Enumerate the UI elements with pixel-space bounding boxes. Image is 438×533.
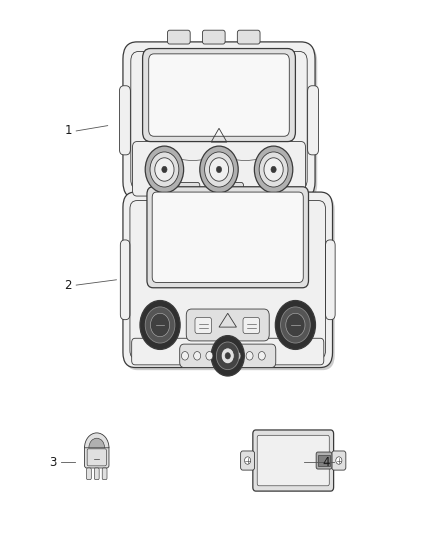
FancyBboxPatch shape [223, 182, 244, 194]
Circle shape [264, 158, 283, 181]
Circle shape [211, 336, 244, 376]
FancyBboxPatch shape [240, 451, 254, 470]
Circle shape [254, 146, 293, 193]
Circle shape [244, 457, 251, 464]
Circle shape [150, 152, 179, 187]
Circle shape [259, 152, 288, 187]
FancyBboxPatch shape [307, 86, 318, 155]
FancyBboxPatch shape [133, 142, 305, 196]
Circle shape [155, 158, 174, 181]
Text: 4: 4 [322, 456, 330, 469]
Circle shape [336, 457, 342, 464]
FancyBboxPatch shape [120, 240, 130, 320]
Circle shape [145, 307, 175, 343]
Text: 2: 2 [65, 279, 72, 292]
Circle shape [200, 146, 238, 193]
FancyBboxPatch shape [123, 42, 315, 199]
FancyBboxPatch shape [152, 192, 303, 282]
FancyBboxPatch shape [257, 435, 329, 486]
Wedge shape [85, 433, 109, 448]
FancyBboxPatch shape [102, 468, 107, 480]
Circle shape [194, 352, 201, 360]
FancyBboxPatch shape [318, 455, 330, 466]
FancyBboxPatch shape [186, 309, 269, 341]
Wedge shape [89, 438, 105, 448]
FancyBboxPatch shape [316, 452, 332, 469]
Circle shape [286, 313, 305, 337]
FancyBboxPatch shape [123, 192, 332, 368]
Circle shape [206, 352, 213, 360]
FancyBboxPatch shape [179, 182, 200, 194]
FancyBboxPatch shape [143, 49, 295, 142]
Circle shape [258, 352, 265, 360]
Circle shape [281, 307, 310, 343]
FancyBboxPatch shape [180, 344, 223, 368]
FancyBboxPatch shape [237, 30, 260, 44]
FancyBboxPatch shape [147, 187, 308, 288]
Circle shape [145, 146, 184, 193]
Text: 3: 3 [49, 456, 57, 469]
Circle shape [209, 158, 229, 181]
Circle shape [246, 352, 253, 360]
FancyBboxPatch shape [243, 318, 260, 334]
FancyBboxPatch shape [86, 468, 91, 480]
FancyBboxPatch shape [125, 45, 317, 201]
Circle shape [221, 348, 234, 364]
FancyBboxPatch shape [149, 54, 289, 136]
FancyBboxPatch shape [125, 195, 335, 370]
Circle shape [216, 166, 222, 173]
Circle shape [216, 342, 239, 369]
FancyBboxPatch shape [266, 182, 287, 194]
Circle shape [271, 166, 276, 173]
Text: 1: 1 [65, 124, 72, 138]
FancyBboxPatch shape [232, 344, 276, 368]
Circle shape [205, 152, 233, 187]
FancyBboxPatch shape [85, 446, 109, 468]
FancyBboxPatch shape [167, 30, 190, 44]
FancyBboxPatch shape [195, 318, 212, 334]
FancyBboxPatch shape [132, 338, 324, 365]
Circle shape [150, 313, 170, 337]
Circle shape [276, 301, 315, 350]
FancyBboxPatch shape [325, 240, 335, 320]
Circle shape [225, 353, 230, 359]
Circle shape [181, 352, 188, 360]
Circle shape [140, 301, 180, 350]
FancyBboxPatch shape [94, 468, 99, 480]
FancyBboxPatch shape [253, 430, 334, 491]
FancyBboxPatch shape [120, 86, 131, 155]
FancyBboxPatch shape [202, 30, 225, 44]
Circle shape [234, 352, 241, 360]
FancyBboxPatch shape [332, 451, 346, 470]
Circle shape [162, 166, 167, 173]
